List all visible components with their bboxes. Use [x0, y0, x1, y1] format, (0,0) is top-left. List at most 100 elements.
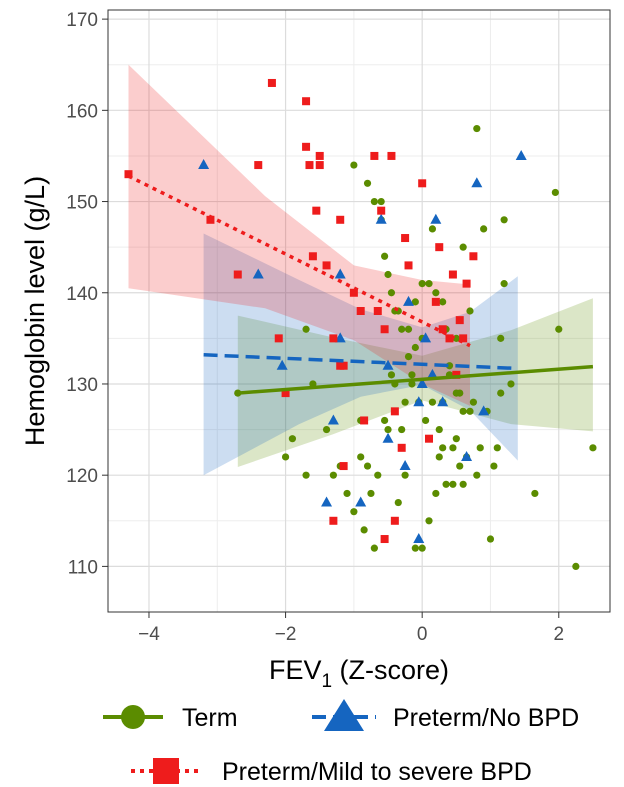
legend-label-term: Term: [182, 704, 238, 732]
bpd-point: [435, 243, 444, 252]
no-bpd-point: [334, 332, 346, 343]
bpd-point: [370, 151, 379, 160]
x-axis-title-suffix: (Z-score): [332, 655, 449, 685]
x-tick-label: −4: [138, 624, 160, 645]
term-point: [497, 389, 505, 397]
legend-item-term: Term: [103, 704, 238, 732]
bpd-point: [438, 325, 447, 334]
bpd-point: [339, 462, 348, 471]
term-point: [480, 225, 488, 233]
term-point: [466, 307, 474, 315]
term-point: [421, 416, 430, 425]
term-point: [394, 498, 402, 507]
term-point: [363, 179, 372, 187]
bpd-point: [302, 142, 311, 151]
term-point: [384, 425, 392, 434]
term-point: [360, 526, 368, 534]
y-tick-label: 160: [66, 101, 98, 122]
term-point: [449, 480, 457, 488]
term-point: [459, 480, 467, 488]
term-point: [459, 407, 467, 415]
y-axis-title: Hemoglobin level (g/L): [20, 176, 50, 446]
grid: [108, 10, 610, 612]
y-tick-label: 110: [68, 557, 98, 578]
fit-lines: [127, 174, 594, 395]
no-bpd-point: [327, 414, 339, 425]
no-bpd-point: [382, 432, 394, 443]
term-point: [401, 471, 409, 479]
term-point: [370, 197, 378, 206]
x-tick-label: 2: [553, 624, 564, 645]
bpd-point: [329, 334, 338, 343]
term-point: [350, 161, 358, 169]
bpd-point: [373, 307, 382, 315]
bpd-point: [274, 334, 283, 343]
bpd-point: [308, 252, 317, 261]
no-bpd-point: [276, 359, 288, 370]
term-point: [381, 252, 389, 260]
term-point: [425, 280, 433, 288]
term-point: [411, 298, 419, 306]
term-point: [404, 353, 413, 361]
term-point: [432, 289, 440, 297]
term-point: [322, 425, 331, 434]
no-bpd-point: [334, 268, 346, 279]
legend-label-preterm-bpd: Preterm/Mild to severe BPD: [222, 758, 532, 786]
no-bpd-point: [403, 295, 415, 306]
term-point: [363, 462, 372, 470]
bpd-point: [445, 334, 454, 343]
term-point: [384, 270, 392, 279]
bpd-point: [448, 270, 457, 279]
x-tick-label: −2: [275, 624, 297, 645]
bpd-point: [254, 161, 263, 170]
term-point: [370, 544, 378, 552]
y-tick-label: 140: [66, 284, 98, 305]
x-axis-title: FEV1 (Z-score): [269, 655, 449, 692]
no-bpd-point: [375, 213, 387, 224]
term-point: [589, 444, 597, 452]
term-point: [439, 298, 447, 306]
term-point: [418, 544, 426, 552]
bpd-fit-line: [127, 174, 471, 348]
bpd-point: [459, 334, 468, 343]
bpd-point: [431, 297, 440, 306]
no-bpd-point: [437, 396, 449, 407]
bpd-point: [469, 252, 478, 261]
bpd-point: [380, 535, 389, 544]
term-point: [343, 489, 351, 498]
no-bpd-point: [471, 177, 483, 188]
no-bpd-point: [252, 268, 264, 279]
bpd-point: [397, 443, 406, 452]
bpd-point: [124, 170, 133, 179]
red-square-icon: [153, 758, 179, 784]
bpd-point: [315, 161, 324, 170]
term-point: [281, 453, 290, 461]
bpd-point: [206, 215, 215, 224]
bpd-point: [377, 206, 386, 215]
no-bpd-point: [515, 149, 527, 160]
bpd-point: [380, 325, 389, 334]
bpd-point: [305, 161, 314, 170]
no-bpd-point: [355, 496, 367, 507]
bpd-point: [404, 261, 413, 270]
data-points: [124, 78, 597, 570]
plot-border: [107, 9, 611, 613]
term-point: [411, 544, 419, 552]
x-tick-label: 0: [417, 624, 428, 645]
bpd-point: [349, 288, 358, 297]
term-point: [452, 435, 460, 443]
term-point: [367, 489, 375, 498]
term-point: [302, 471, 310, 479]
term-point: [435, 453, 443, 461]
bpd-point: [401, 234, 410, 243]
bpd-point: [387, 151, 396, 160]
term-point: [442, 480, 450, 488]
bpd-point: [356, 307, 365, 315]
no-bpd-point: [478, 405, 490, 416]
term-point: [387, 289, 396, 297]
term-point: [288, 435, 297, 443]
no-bpd-point: [413, 396, 425, 407]
bpd-point: [452, 370, 461, 379]
legend-label-preterm-no-bpd: Preterm/No BPD: [393, 704, 579, 732]
term-point: [500, 216, 508, 224]
